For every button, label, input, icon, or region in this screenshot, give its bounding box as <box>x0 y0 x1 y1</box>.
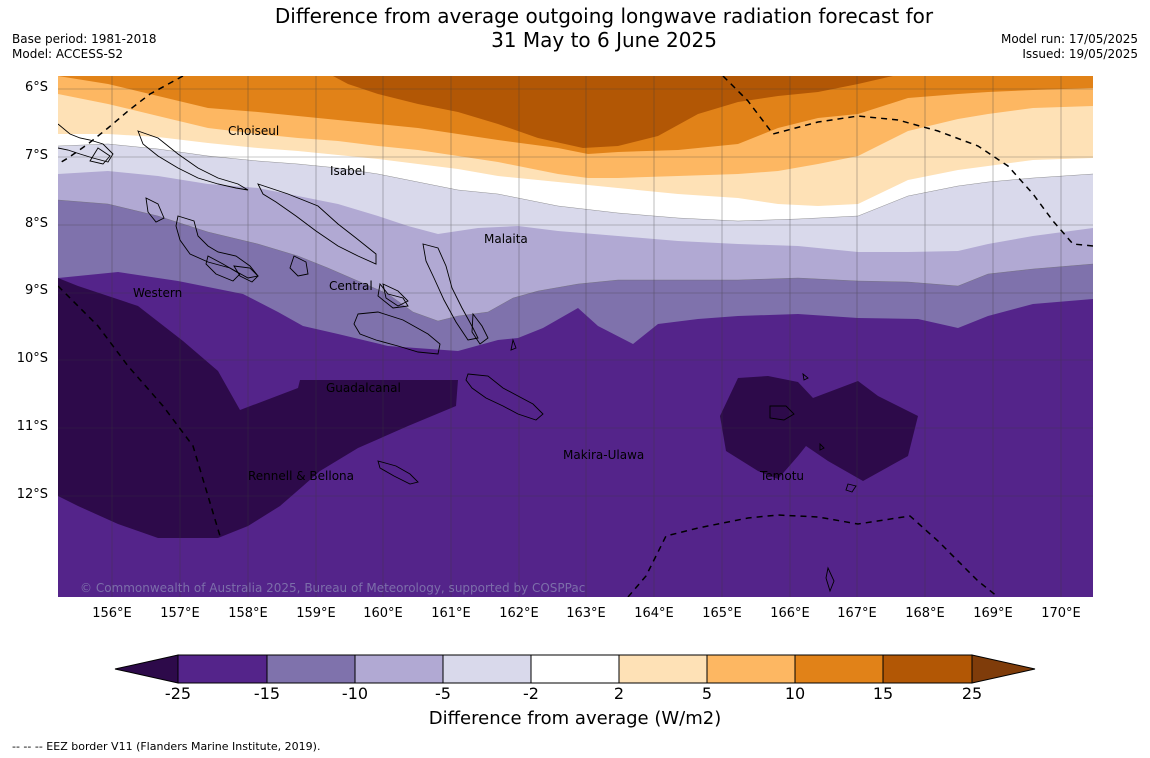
region-label-choiseul: Choiseul <box>228 124 279 138</box>
colorbar-tick: -25 <box>164 684 192 703</box>
lon-label-156e: 156°E <box>92 606 132 621</box>
colorbar-swatch <box>442 654 532 684</box>
region-label-malaita: Malaita <box>484 232 528 246</box>
eez-footnote: -- -- -- EEZ border V11 (Flanders Marine… <box>12 740 321 753</box>
colorbar-swatch <box>354 654 444 684</box>
colorbar-extend-low <box>114 654 179 684</box>
coastlines <box>58 123 857 593</box>
lon-label-164e: 164°E <box>634 606 674 621</box>
lon-label-159e: 159°E <box>296 606 336 621</box>
colorbar-tick: -15 <box>253 684 281 703</box>
lat-label-9s: 9°S <box>24 283 48 298</box>
eez-border <box>58 76 1093 597</box>
region-label-western: Western <box>133 286 182 300</box>
lon-label-161e: 161°E <box>431 606 471 621</box>
base-period-text: Base period: 1981-2018 <box>12 32 157 46</box>
colorbar-swatch <box>530 654 620 684</box>
lat-label-6s: 6°S <box>24 80 48 95</box>
lat-label-10s: 10°S <box>16 351 48 366</box>
colorbar-swatch <box>618 654 708 684</box>
colorbar-swatch <box>177 654 268 684</box>
band-minus25-west <box>58 278 458 538</box>
map-title: Difference from average outgoing longwav… <box>0 4 1150 52</box>
copyright-text: © Commonwealth of Australia 2025, Bureau… <box>80 581 585 595</box>
colorbar-label: Difference from average (W/m2) <box>428 708 722 729</box>
lon-label-163e: 163°E <box>566 606 606 621</box>
lat-label-12s: 12°S <box>16 487 48 502</box>
colorbar-tick: 25 <box>961 684 983 703</box>
colorbar-extend-high <box>971 654 1036 684</box>
graticule <box>58 76 1093 597</box>
colorbar-tick: 2 <box>613 684 625 703</box>
issued-text: Issued: 19/05/2025 <box>1022 47 1138 61</box>
map-panel: Choiseul Isabel Malaita Western Central … <box>58 76 1093 597</box>
lon-label-162e: 162°E <box>499 606 539 621</box>
colorbar-swatch <box>706 654 796 684</box>
colorbar-tick: 10 <box>784 684 806 703</box>
lon-label-160e: 160°E <box>363 606 403 621</box>
lat-label-7s: 7°S <box>24 148 48 163</box>
colorbar-swatch <box>266 654 356 684</box>
lat-label-11s: 11°S <box>16 419 48 434</box>
map-title-line1: Difference from average outgoing longwav… <box>274 4 934 28</box>
colorbar-tick: 5 <box>701 684 713 703</box>
colorbar-tick: -2 <box>523 684 539 703</box>
colorbar-tick: -10 <box>341 684 369 703</box>
lon-label-158e: 158°E <box>228 606 268 621</box>
band-minus25-east <box>720 376 918 481</box>
region-label-rennell-bellona: Rennell & Bellona <box>248 469 354 483</box>
region-label-temotu: Temotu <box>759 469 804 483</box>
region-label-guadalcanal: Guadalcanal <box>326 381 401 395</box>
colorbar-swatch <box>794 654 884 684</box>
model-text: Model: ACCESS-S2 <box>12 47 124 61</box>
colorbar-swatch <box>882 654 973 684</box>
meta-right: Model run: 17/05/2025 Issued: 19/05/2025 <box>1001 32 1138 62</box>
lon-label-170e: 170°E <box>1041 606 1081 621</box>
meta-left: Base period: 1981-2018 Model: ACCESS-S2 <box>12 32 157 62</box>
region-label-isabel: Isabel <box>330 164 365 178</box>
lon-label-167e: 167°E <box>837 606 877 621</box>
lon-label-168e: 168°E <box>905 606 945 621</box>
lon-label-157e: 157°E <box>160 606 200 621</box>
map-title-line2: 31 May to 6 June 2025 <box>491 28 717 52</box>
model-run-text: Model run: 17/05/2025 <box>1000 32 1138 46</box>
colorbar-tick: -5 <box>435 684 451 703</box>
lon-label-165e: 165°E <box>702 606 742 621</box>
colorbar-tick: 15 <box>872 684 894 703</box>
colorbar <box>114 654 1036 684</box>
lon-label-166e: 166°E <box>770 606 810 621</box>
band-25 <box>333 76 893 148</box>
lon-label-169e: 169°E <box>973 606 1013 621</box>
lat-label-8s: 8°S <box>24 216 48 231</box>
region-label-makira-ulawa: Makira-Ulawa <box>563 448 644 462</box>
region-label-central: Central <box>329 279 373 293</box>
